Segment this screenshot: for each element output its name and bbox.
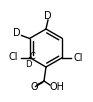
Text: D: D — [13, 28, 20, 38]
Text: D: D — [44, 11, 52, 21]
Text: O: O — [30, 82, 38, 92]
Text: D: D — [25, 60, 32, 69]
Text: C: C — [29, 52, 35, 61]
Text: OH: OH — [49, 82, 65, 92]
Text: Cl: Cl — [74, 53, 83, 63]
Text: Cl: Cl — [9, 53, 18, 63]
